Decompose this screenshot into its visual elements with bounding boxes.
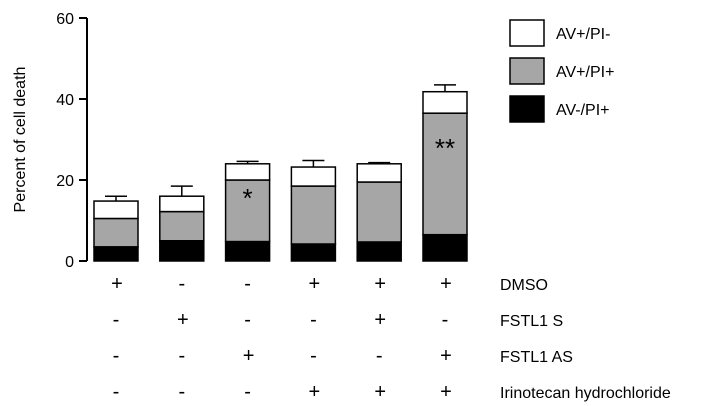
condition-sign: - [113,381,120,403]
condition-sign: - [178,381,185,403]
condition-sign: + [440,381,452,403]
bar-segment [356,163,402,183]
condition-label: DMSO [500,277,548,294]
bar-segment [93,217,139,248]
condition-label: FSTL1 S [500,313,563,330]
condition-sign: - [113,345,120,367]
condition-sign: + [243,345,255,367]
bar-segment [422,233,468,262]
condition-row: - + - - + - FSTL1 S [113,309,563,331]
bar-segment [290,243,337,262]
bar-group [356,161,402,262]
legend-label: AV+/PI- [556,26,610,43]
condition-sign: - [244,273,251,295]
bar-group [93,195,139,262]
bar-segment [93,246,139,262]
y-tick-label: 0 [65,254,74,271]
bar-group [290,159,337,262]
condition-label: Irinotecan hydrochloride [500,385,671,402]
condition-label: FSTL1 AS [500,349,573,366]
y-tick-label: 40 [56,92,74,109]
legend-swatch [509,19,545,47]
legend-label: AV+/PI+ [556,64,614,81]
bar-segment [422,90,468,114]
legend-label: AV-/PI+ [556,102,610,119]
legend-swatch [509,57,545,85]
bar-segment [159,240,205,262]
bar-segment [356,241,402,262]
condition-sign: + [374,309,386,331]
condition-row: - - + - - + FSTL1 AS [113,345,573,367]
bar-segment [159,210,205,242]
condition-sign: + [374,273,386,295]
bar-segment [290,166,337,187]
condition-sign: + [440,345,452,367]
y-tick-label: 60 [56,11,74,28]
condition-sign: - [113,309,120,331]
condition-sign: - [178,273,185,295]
condition-table: + - - + + + DMSO- + - - + - FSTL1 S- - + - - + FSTL1 AS- - -… [111,273,671,403]
y-tick-label: 20 [56,173,74,190]
condition-row: - - - + + + Irinotecan hydrochloride [113,381,671,403]
bar-segment [224,240,271,262]
bars: *** [93,84,468,262]
axes: 0 20 40 60 Percent of cell death [12,11,88,271]
condition-sign: + [111,273,123,295]
condition-sign: + [309,273,321,295]
legend: AV+/PI- AV+/PI+ AV-/PI+ [509,19,614,123]
y-axis-title: Percent of cell death [12,67,29,213]
bar-group [422,84,468,262]
condition-row: + - - + + + DMSO [111,273,548,295]
condition-sign: + [177,309,189,331]
bar-segment [93,200,139,220]
bar-segment [159,195,205,213]
significance-marker: * [243,183,253,213]
condition-sign: + [309,381,321,403]
condition-sign: - [178,345,185,367]
condition-sign: - [310,309,317,331]
bar-group [159,185,205,262]
condition-sign: + [374,381,386,403]
bar-segment [290,185,337,245]
legend-swatch [509,95,545,123]
condition-sign: - [442,309,449,331]
condition-sign: - [376,345,383,367]
significance-marker: ** [435,133,455,163]
bar-segment [356,181,402,243]
bar-segment [224,179,271,243]
bar-segment [422,112,468,236]
condition-sign: - [310,345,317,367]
bar-group [224,160,271,262]
condition-sign: + [440,273,452,295]
condition-sign: - [244,381,251,403]
bar-segment [224,163,271,181]
condition-sign: - [244,309,251,331]
